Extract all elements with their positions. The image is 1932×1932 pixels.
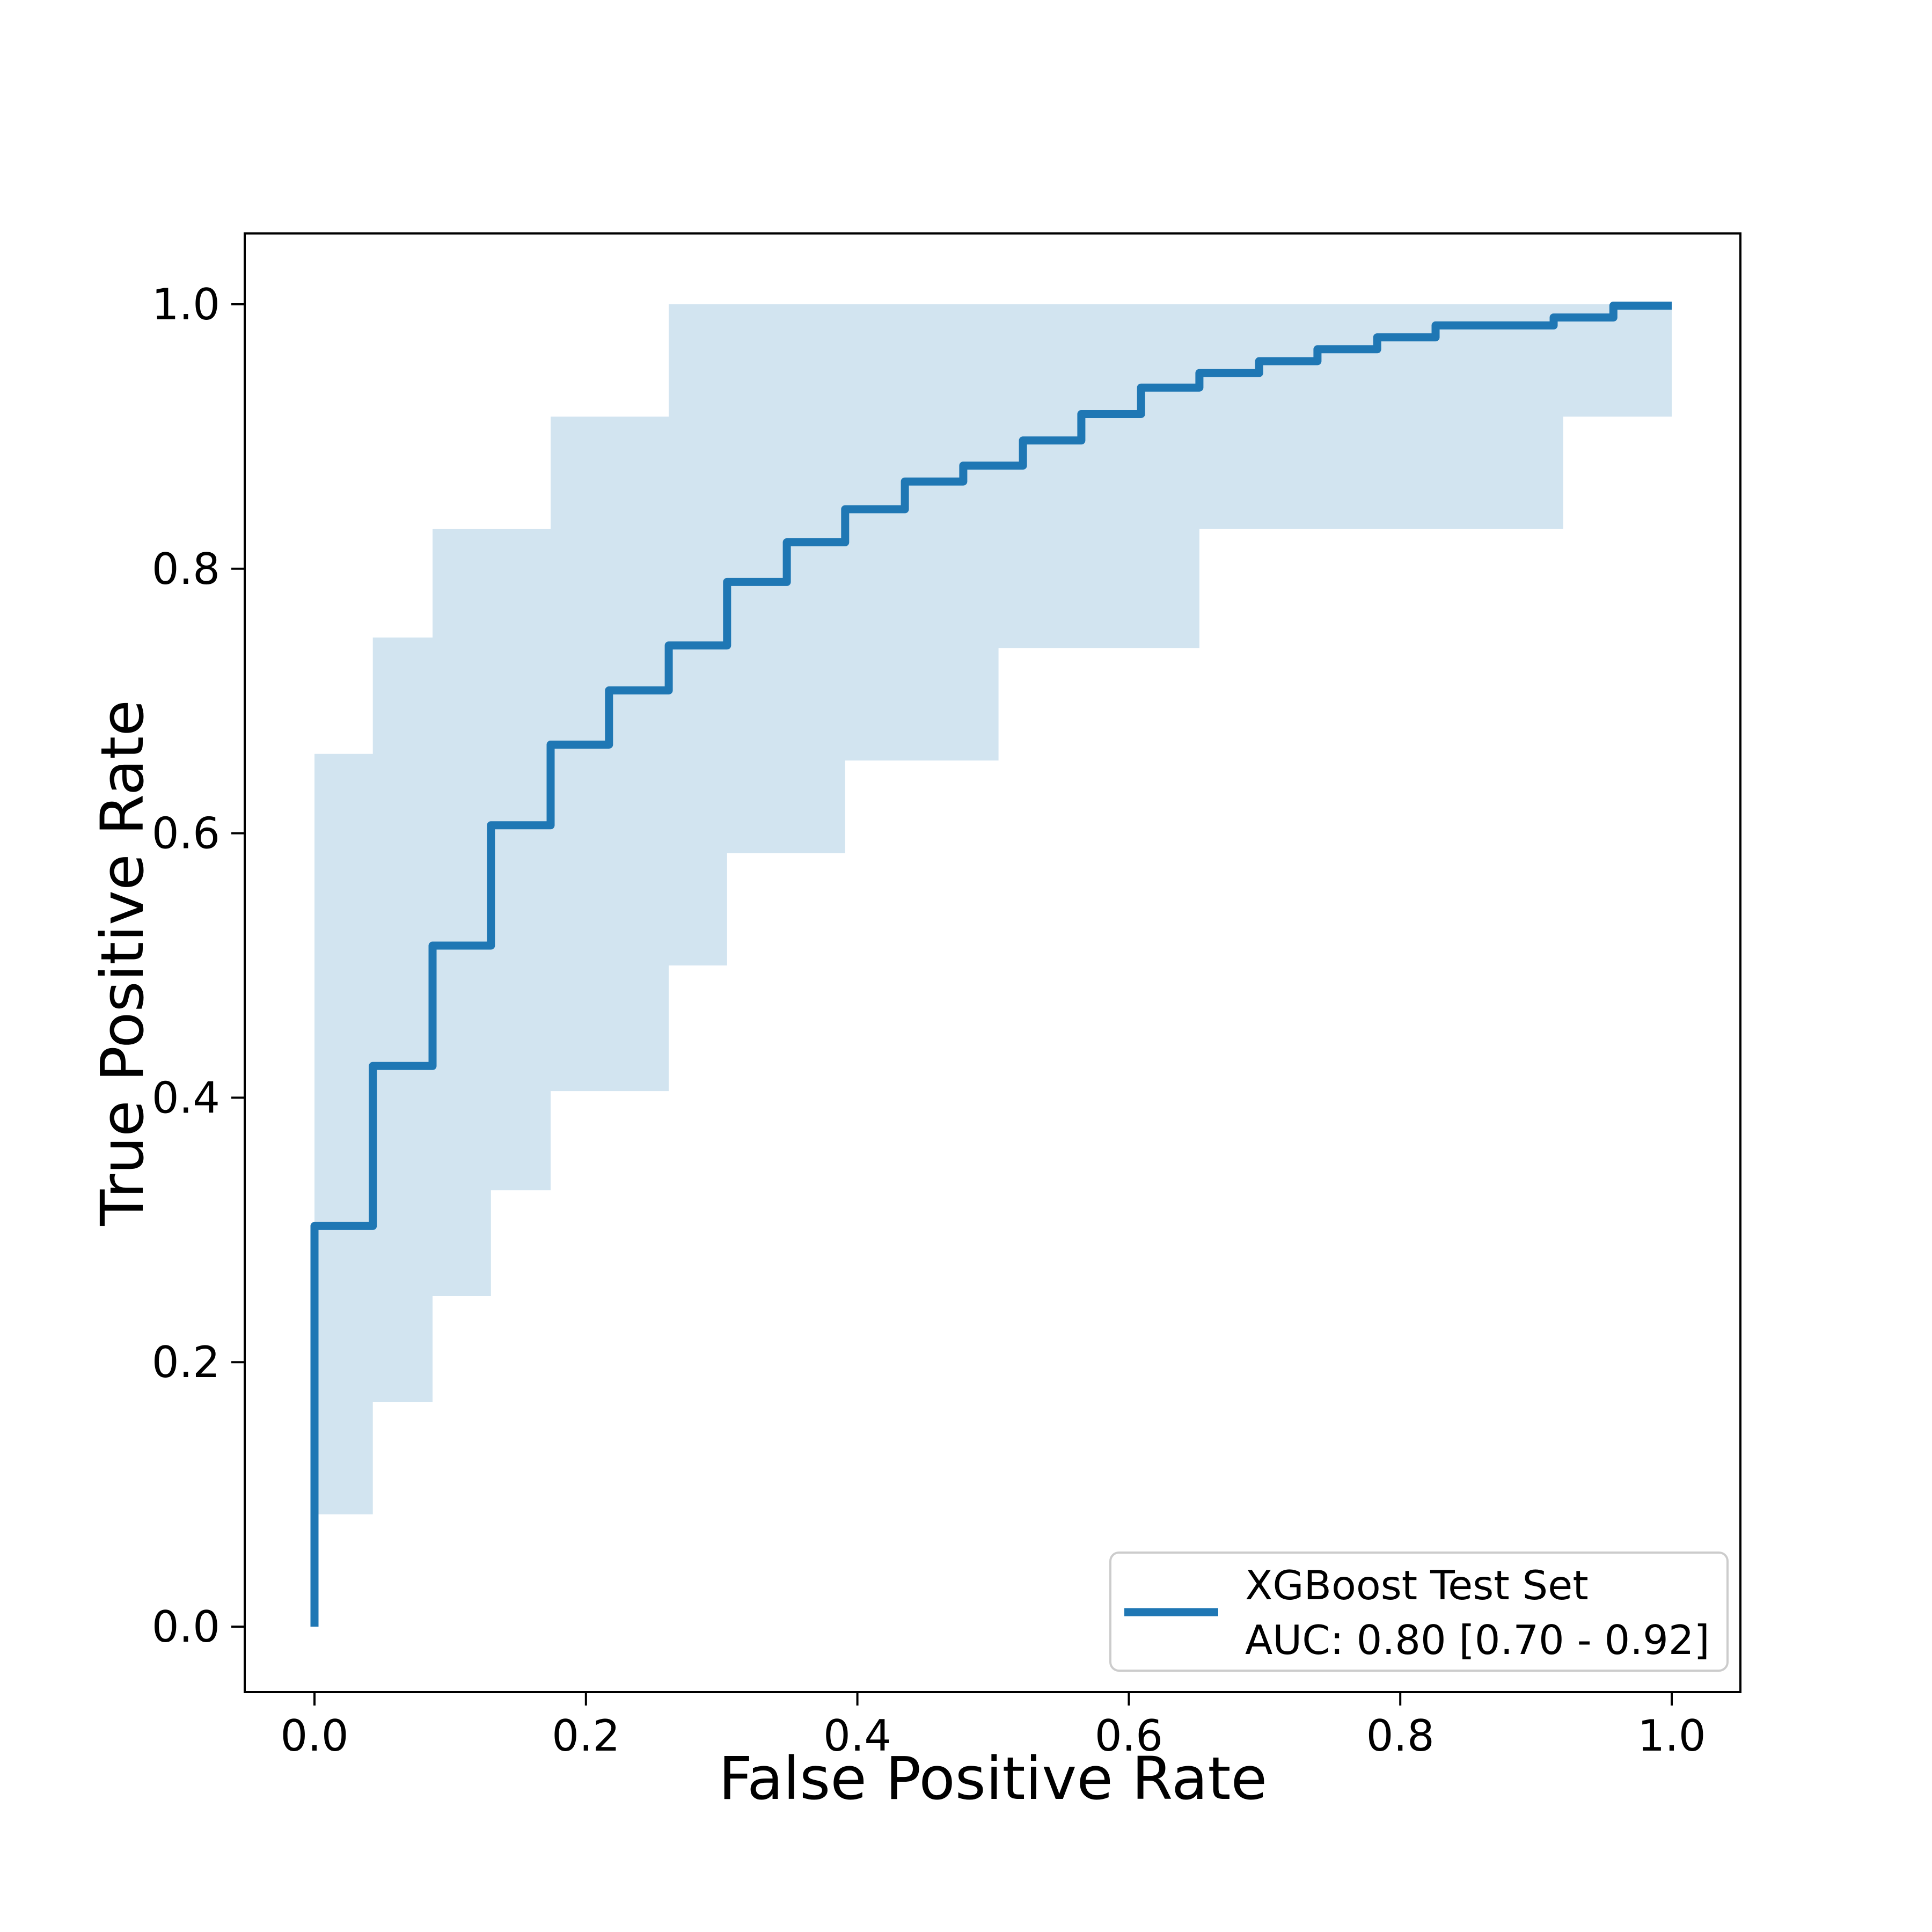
y-tick-label: 0.8 bbox=[152, 544, 220, 594]
x-tick-label: 0.4 bbox=[823, 1711, 891, 1761]
x-tick-label: 0.2 bbox=[552, 1711, 620, 1761]
plot-border bbox=[244, 232, 1741, 1693]
x-axis-label: False Positive Rate bbox=[719, 1744, 1267, 1813]
legend-label-line2: AUC: 0.80 [0.70 - 0.92] bbox=[1245, 1616, 1710, 1664]
x-tick-label: 0.6 bbox=[1095, 1711, 1163, 1761]
x-tick-label: 0.8 bbox=[1366, 1711, 1435, 1761]
y-tick-label: 0.6 bbox=[152, 809, 220, 859]
roc-curve-path bbox=[310, 302, 1672, 1627]
x-tick-label: 0.0 bbox=[280, 1711, 348, 1761]
y-axis-label: True Positive Rate bbox=[88, 700, 157, 1226]
y-tick-label: 0.4 bbox=[152, 1073, 220, 1123]
x-tick-label: 1.0 bbox=[1637, 1711, 1706, 1761]
y-tick-label: 1.0 bbox=[152, 280, 220, 330]
legend-box bbox=[1109, 1552, 1729, 1672]
legend: XGBoost Test Set AUC: 0.80 [0.70 - 0.92] bbox=[1109, 1552, 1729, 1672]
x-axis-ticks: 0.0 0.2 0.4 0.6 0.8 1.0 bbox=[280, 1692, 1706, 1761]
y-tick-label: 0.0 bbox=[152, 1602, 220, 1652]
legend-label-line1: XGBoost Test Set bbox=[1245, 1562, 1589, 1609]
confidence-band bbox=[314, 304, 1672, 1514]
y-tick-label: 0.2 bbox=[152, 1337, 220, 1387]
y-axis-ticks: 0.0 0.2 0.4 0.6 0.8 1.0 bbox=[152, 280, 245, 1652]
